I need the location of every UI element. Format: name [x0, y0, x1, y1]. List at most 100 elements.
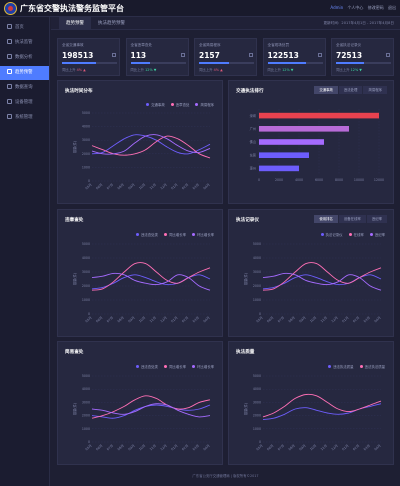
tab-enforcement-trend[interactable]: 执法趋势预警 — [98, 21, 125, 26]
panel-title: 简易查处 — [65, 350, 84, 355]
y-tick-label: 4000 — [253, 387, 261, 391]
chart-icon — [7, 54, 12, 59]
y-axis-label: 数量(件) — [243, 273, 248, 285]
y-tick-label: 1000 — [253, 427, 261, 431]
sidebar-item-devices[interactable]: 设备管理 — [0, 96, 49, 110]
legend-item[interactable]: 违纪率 — [369, 233, 385, 237]
line-chart: 5000 4000 3000 2000 1000 0 数量(件) 05月 06月 07月 08月 09… — [72, 374, 211, 452]
bar[interactable] — [259, 112, 379, 119]
legend-item[interactable]: 环比增长率 — [192, 233, 214, 237]
y-tick-label: 5000 — [82, 111, 90, 115]
sidebar-item-analysis[interactable]: 数据分析 — [0, 51, 49, 65]
x-tick-label: 10000 — [354, 178, 364, 182]
panel-recorder: 执法记录仪 使用排名 设备在线率 违纪率 执法记录仪 在线率 违纪率 5000 4… — [228, 209, 394, 337]
legend-item[interactable]: 违法执法质量 — [328, 365, 354, 369]
legend-item[interactable]: 违法执法质量 — [359, 365, 385, 369]
stat-value: 72513 — [336, 51, 363, 60]
x-tick-label: 02月 — [352, 316, 360, 324]
profile-link[interactable]: 个人中心 — [347, 5, 364, 10]
panel-title: 执法记录仪 — [236, 218, 259, 223]
bar[interactable] — [259, 165, 299, 172]
bar[interactable] — [259, 126, 349, 132]
x-tick-label: 07月 — [106, 316, 114, 324]
x-tick-label: 08月 — [117, 183, 125, 191]
panel-enforcement-time: 执法时间分布 交通事故 违章查处 简易程序 5000 4000 3000 2000 10… — [57, 80, 223, 204]
sidebar-item-trend-alert[interactable]: 趋势预警 — [0, 66, 49, 80]
legend-item[interactable]: 在线率 — [348, 233, 364, 237]
x-tick-label: 01月 — [170, 316, 178, 324]
segment-accidents[interactable]: 交通事故 — [314, 86, 338, 94]
sidebar-item-system[interactable]: 系统管理 — [0, 111, 49, 125]
series-line-2 — [262, 272, 382, 291]
legend-item[interactable]: 违法查处类 — [135, 233, 158, 237]
legend-item[interactable]: 违法查处类 — [135, 365, 158, 369]
y-axis-label: 数量(件) — [72, 141, 77, 153]
stat-icon — [112, 53, 116, 57]
stat-label: 全省简易程序 — [199, 43, 221, 47]
series-line-0 — [262, 403, 382, 421]
stat-card: 全省现场处罚 122513 同比上升 12% ▼ — [262, 38, 326, 76]
line-chart: 5000 4000 3000 2000 1000 0 数量(件) 05月 06月 07月 08月 09… — [243, 242, 382, 324]
stat-label: 全省现场处罚 — [267, 43, 290, 47]
x-tick-label: 05月 — [85, 444, 93, 452]
legend-item[interactable]: 环比增长率 — [192, 365, 214, 369]
user-name[interactable]: Admin — [330, 5, 344, 10]
y-tick-label: 1000 — [82, 427, 90, 431]
stat-label: 全省违章查处 — [130, 43, 153, 47]
tab-trend-alert[interactable]: 趋势预警 — [59, 17, 91, 30]
y-tick-label: 4000 — [253, 256, 261, 260]
y-tick-label: 4000 — [82, 387, 90, 391]
series-line-1 — [262, 393, 382, 418]
bar[interactable] — [259, 139, 324, 145]
stat-icon — [180, 53, 185, 57]
x-tick-label: 04月 — [374, 444, 382, 452]
logout-link[interactable]: 退出 — [388, 5, 396, 10]
legend-item[interactable]: 同比增长率 — [164, 365, 186, 369]
segment-discipline[interactable]: 违纪率 — [366, 215, 387, 223]
x-tick-label: 02月 — [181, 316, 189, 324]
stat-progress-bar — [336, 62, 391, 64]
series-line-1 — [91, 135, 211, 159]
x-tick-label: 09月 — [298, 444, 306, 452]
legend-item[interactable]: 交通事故 — [146, 103, 165, 107]
legend-item[interactable]: 简易程序 — [195, 103, 214, 107]
segment-online[interactable]: 设备在线率 — [338, 215, 366, 223]
series-line-0 — [91, 404, 211, 419]
x-tick-label: 07月 — [106, 444, 114, 452]
stat-cards: 全省交通事故 198513 同比上升 4% ▲ 全省违章查处 113 同比上升 12% ▼… — [57, 38, 394, 76]
stat-progress-bar — [62, 62, 117, 64]
y-axis-label: 数量(件) — [243, 403, 248, 415]
series-line-2 — [91, 272, 211, 291]
y-tick-label: 2000 — [82, 152, 90, 156]
x-tick-label: 06月 — [266, 316, 274, 324]
monitor-icon — [7, 39, 12, 44]
panel-quality: 执法质量 违法执法质量 违法执法质量 5000 4000 3000 2000 1000 0… — [228, 341, 394, 465]
y-axis-label: 数量(件) — [72, 273, 77, 285]
y-tick-label: 0 — [259, 440, 261, 444]
sidebar-item-query[interactable]: 数据查询 — [0, 81, 49, 95]
segment-usage[interactable]: 使用排名 — [314, 215, 338, 223]
line-chart: 5000 4000 3000 2000 1000 0 数量(件) 05月 06月 07月 08月 09… — [72, 111, 211, 191]
x-tick-label: 12月 — [160, 183, 168, 191]
legend-item[interactable]: 违章查处 — [170, 103, 189, 107]
stat-value: 122513 — [267, 51, 299, 60]
sidebar-item-supervision[interactable]: 执法监管 — [0, 36, 49, 50]
series-line-0 — [262, 274, 382, 290]
series-line-0 — [91, 274, 211, 290]
bar[interactable] — [259, 152, 309, 158]
stat-icon — [386, 53, 390, 57]
segment-violations[interactable]: 违法处理 — [338, 86, 363, 94]
x-tick-label: 12月 — [331, 444, 339, 452]
x-tick-label: 07月 — [277, 444, 285, 452]
x-tick-label: 03月 — [192, 316, 200, 324]
footer: 广东省公安厅交通管理局 | 版权所有©2017 — [192, 474, 259, 478]
x-tick-label: 03月 — [192, 183, 200, 191]
sidebar-item-home[interactable]: 首页 — [0, 21, 49, 35]
change-password-link[interactable]: 修改密码 — [367, 5, 384, 10]
legend-item[interactable]: 执法记录仪 — [320, 233, 343, 237]
x-tick-label: 10月 — [138, 183, 146, 191]
segment-simple[interactable]: 简易程序 — [363, 86, 387, 94]
stat-card: 全省执法记录仪 72513 同比上升 12% ▼ — [331, 38, 394, 76]
legend-item[interactable]: 同比增长率 — [164, 233, 186, 237]
stat-card: 全省违章查处 113 同比上升 12% ▼ — [125, 38, 189, 76]
